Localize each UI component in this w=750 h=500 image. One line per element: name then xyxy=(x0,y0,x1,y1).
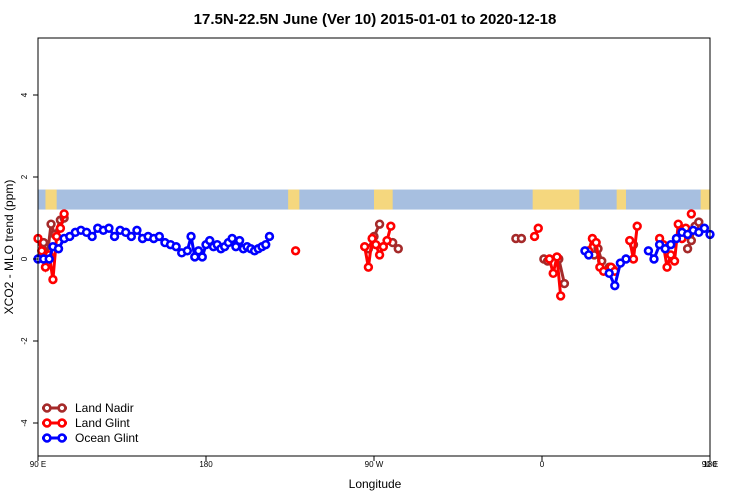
data-point xyxy=(109,231,120,242)
data-point xyxy=(126,231,137,242)
data-point xyxy=(632,221,642,231)
data-point xyxy=(662,262,672,272)
data-point xyxy=(393,244,403,254)
series-ocean-glint xyxy=(33,223,715,291)
data-point xyxy=(686,209,697,219)
data-point xyxy=(671,233,682,244)
data-point xyxy=(104,223,114,233)
band-land xyxy=(45,189,57,210)
series-layer xyxy=(33,209,715,301)
band-land xyxy=(616,189,626,210)
data-point xyxy=(44,254,54,264)
data-point xyxy=(643,246,654,256)
data-point xyxy=(186,231,196,242)
legend-item: Land Nadir xyxy=(42,401,134,415)
legend-label: Land Nadir xyxy=(75,401,134,415)
y-tick-label: 0 xyxy=(20,256,29,261)
data-point xyxy=(374,250,385,260)
data-point xyxy=(682,244,693,254)
legend-swatch-marker xyxy=(42,418,52,428)
data-point xyxy=(46,219,56,229)
data-point xyxy=(628,254,639,264)
y-tick-label: -4 xyxy=(20,419,29,427)
data-point xyxy=(234,235,245,246)
y-tick-label: -2 xyxy=(20,337,29,345)
data-point xyxy=(290,246,301,256)
data-point xyxy=(227,233,237,244)
band-land xyxy=(288,189,300,210)
band-land xyxy=(532,189,580,210)
data-point xyxy=(48,274,58,285)
legend-swatch-marker xyxy=(57,433,67,443)
series-line xyxy=(548,256,563,297)
legend-swatch-marker xyxy=(42,403,52,413)
legend-item: Ocean Glint xyxy=(42,431,139,445)
legend-label: Ocean Glint xyxy=(75,431,139,445)
data-point xyxy=(40,262,51,272)
data-point xyxy=(699,223,710,233)
data-point xyxy=(552,252,562,262)
x-tick-label: 90 E xyxy=(30,460,46,469)
data-point xyxy=(666,239,676,250)
legend-swatch-marker xyxy=(42,433,52,443)
data-point xyxy=(171,242,181,252)
data-point xyxy=(371,239,381,250)
x-tick-label: 180 xyxy=(703,460,717,469)
data-point xyxy=(374,219,385,229)
data-point xyxy=(59,209,69,219)
land-ocean-band xyxy=(38,189,710,210)
legend-label: Land Glint xyxy=(75,416,130,430)
y-axis: -4 -2 0 2 4 xyxy=(20,92,38,427)
data-point xyxy=(548,268,558,279)
data-point xyxy=(154,231,165,242)
x-tick-label: 90 E xyxy=(702,460,718,469)
data-point xyxy=(625,235,635,246)
data-point xyxy=(555,291,566,301)
data-point xyxy=(359,242,370,252)
x-tick-label: 180 xyxy=(199,460,213,469)
data-point xyxy=(669,256,680,266)
data-point xyxy=(649,254,659,264)
data-point xyxy=(382,235,392,246)
data-point xyxy=(621,254,631,264)
data-point xyxy=(182,246,193,256)
data-point xyxy=(610,280,620,291)
data-point xyxy=(673,219,683,229)
data-point xyxy=(544,254,555,264)
data-point xyxy=(363,262,374,272)
data-point xyxy=(264,231,275,242)
data-point xyxy=(583,250,594,260)
y-axis-label: XCO2 - MLO trend (ppm) xyxy=(2,180,16,315)
data-point xyxy=(533,223,543,233)
legend-swatch-marker xyxy=(57,418,67,428)
data-point xyxy=(516,233,527,244)
data-point xyxy=(37,246,47,256)
data-point xyxy=(197,252,207,262)
data-point xyxy=(386,221,396,231)
data-point xyxy=(87,231,97,242)
y-tick-label: 4 xyxy=(20,92,29,97)
data-point xyxy=(53,244,64,254)
data-point xyxy=(261,239,271,250)
data-point xyxy=(591,237,601,248)
x-tick-label: 90 W xyxy=(365,460,384,469)
data-point xyxy=(51,231,62,242)
band-land xyxy=(700,189,710,210)
y-tick-label: 2 xyxy=(20,174,29,179)
legend-swatch-marker xyxy=(57,403,67,413)
data-point xyxy=(604,268,614,279)
data-point xyxy=(55,223,66,233)
data-point xyxy=(529,231,540,242)
data-point xyxy=(132,225,142,236)
chart-title: 17.5N-22.5N June (Ver 10) 2015-01-01 to … xyxy=(194,11,557,28)
x-axis-label: Longitude xyxy=(349,477,402,491)
band-land xyxy=(374,189,393,210)
data-point xyxy=(559,278,570,289)
data-point xyxy=(694,217,704,227)
legend-item: Land Glint xyxy=(42,416,130,430)
x-tick-label: 0 xyxy=(540,460,545,469)
